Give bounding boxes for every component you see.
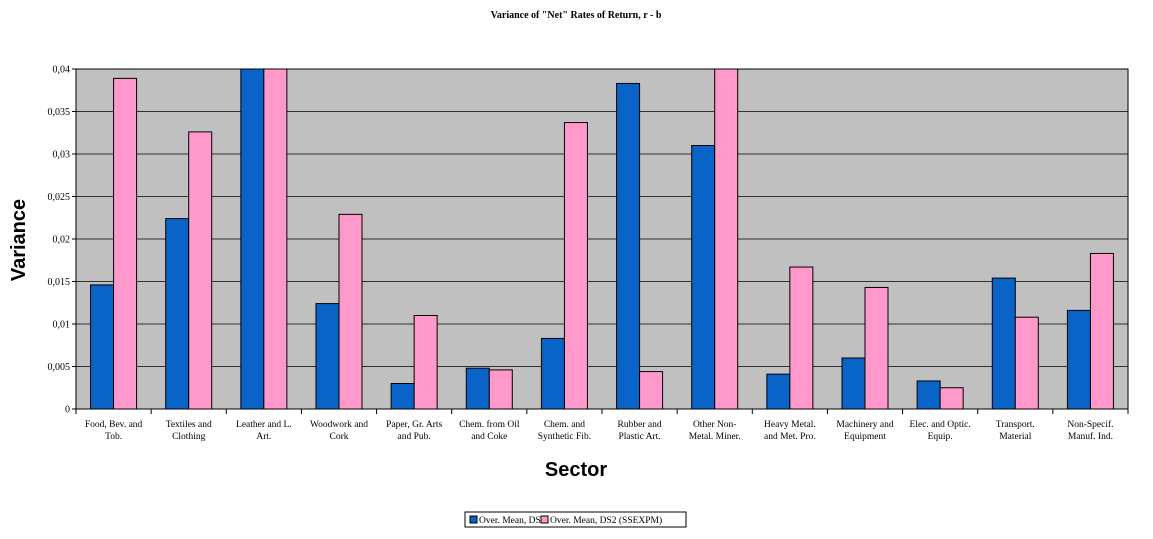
bar-ds2-ssexpm — [113, 77, 138, 409]
bar-ds2 — [240, 69, 265, 409]
x-tick-label: Equip. — [928, 432, 953, 442]
x-tick-label: Synthetic Fib. — [538, 432, 591, 442]
y-tick-label: 0,035 — [48, 107, 71, 118]
bar-ds2 — [766, 373, 791, 409]
bar-ds2-ssexpm — [639, 371, 664, 409]
legend-swatch — [469, 515, 478, 524]
legend: Over. Mean, DS2 Over. Mean, DS2 (SSEXPM) — [464, 511, 687, 528]
x-tick-label: Cork — [330, 432, 349, 442]
y-tick-label: 0 — [65, 405, 70, 416]
bar-ds2 — [390, 383, 415, 409]
bar-ds2 — [691, 145, 716, 409]
y-tick-label: 0,02 — [53, 235, 71, 246]
x-tick-label: Leather and L. — [236, 420, 292, 430]
bar-ds2-ssexpm — [563, 122, 588, 409]
y-tick-label: 0,015 — [48, 277, 71, 288]
bar-ds2 — [991, 277, 1016, 409]
y-tick-label: 0,025 — [48, 192, 71, 203]
bar-ds2-ssexpm — [188, 131, 213, 409]
x-tick-label: Chem. from Oil — [459, 419, 520, 430]
y-tick-label: 0,04 — [53, 65, 71, 76]
bar-ds2-ssexpm — [413, 315, 438, 409]
y-tick-label: 0,005 — [48, 362, 71, 373]
bar-ds2-ssexpm — [488, 369, 513, 409]
y-axis-title: Variance — [8, 199, 30, 281]
bar-ds2-ssexpm — [864, 286, 889, 409]
x-tick-label: Other Non- — [693, 420, 737, 430]
legend-swatch — [540, 515, 549, 524]
x-tick-label: Woodwork and — [310, 420, 368, 430]
y-tick-label: 0,03 — [53, 150, 71, 161]
x-tick-label: Heavy Metal. — [764, 420, 816, 430]
x-tick-label: Machinery and — [836, 420, 893, 430]
x-tick-label: Paper, Gr. Arts — [386, 420, 442, 430]
x-tick-label: Material — [999, 432, 1032, 442]
bar-ds2 — [465, 367, 490, 409]
x-tick-label: Manuf. Ind. — [1068, 431, 1113, 442]
bar-ds2-ssexpm — [263, 69, 288, 409]
x-tick-label: Art. — [256, 432, 271, 442]
legend-box — [464, 511, 687, 528]
x-tick-label: Transport. — [996, 420, 1035, 430]
x-tick-label: and Pub. — [398, 432, 431, 442]
x-tick-label: Food, Bev. and — [85, 420, 143, 430]
x-axis-title: Sector — [545, 459, 607, 481]
x-tick-label: Elec. and Optic. — [910, 420, 971, 430]
bar-ds2 — [165, 218, 190, 409]
x-tick-label: and Coke — [471, 432, 507, 442]
x-tick-label: Tob. — [105, 432, 122, 442]
x-tick-label: Non-Specif. — [1067, 419, 1113, 430]
bar-ds2-ssexpm — [338, 213, 363, 409]
bar-ds2 — [916, 380, 941, 409]
bar-ds2-ssexpm — [939, 387, 964, 409]
x-tick-label: Textiles and — [166, 420, 212, 430]
bar-ds2 — [540, 337, 565, 409]
bar-ds2 — [315, 303, 340, 409]
y-tick-label: 0,01 — [53, 320, 71, 331]
x-tick-label: Metal. Miner. — [689, 432, 741, 442]
plot-area: 0 0,005 0,01 0,015 0,02 0,025 0,03 0,035 0,04 Foo… — [48, 65, 1129, 442]
legend-label: Over. Mean, DS2 — [479, 516, 546, 526]
chart-title: Variance of "Net" Rates of Return, r - b — [491, 10, 662, 21]
legend-label: Over. Mean, DS2 (SSEXPM) — [550, 515, 662, 526]
x-tick-label: Clothing — [172, 432, 206, 442]
x-tick-label: Equipment — [844, 432, 886, 442]
bar-ds2 — [1066, 309, 1091, 409]
x-tick-label: Chem. and — [544, 420, 585, 430]
bar-ds2-ssexpm — [1014, 316, 1039, 409]
bar-ds2-ssexpm — [1089, 252, 1114, 409]
x-tick-label: Plastic Art. — [618, 432, 660, 442]
bar-ds2-ssexpm — [789, 266, 814, 409]
bar-ds2 — [616, 82, 641, 409]
bar-ds2 — [841, 357, 866, 409]
x-tick-label: and Met. Pro. — [764, 432, 816, 442]
bar-ds2-ssexpm — [714, 69, 739, 409]
bar-ds2 — [90, 284, 115, 409]
x-tick-label: Rubber and — [618, 420, 662, 430]
